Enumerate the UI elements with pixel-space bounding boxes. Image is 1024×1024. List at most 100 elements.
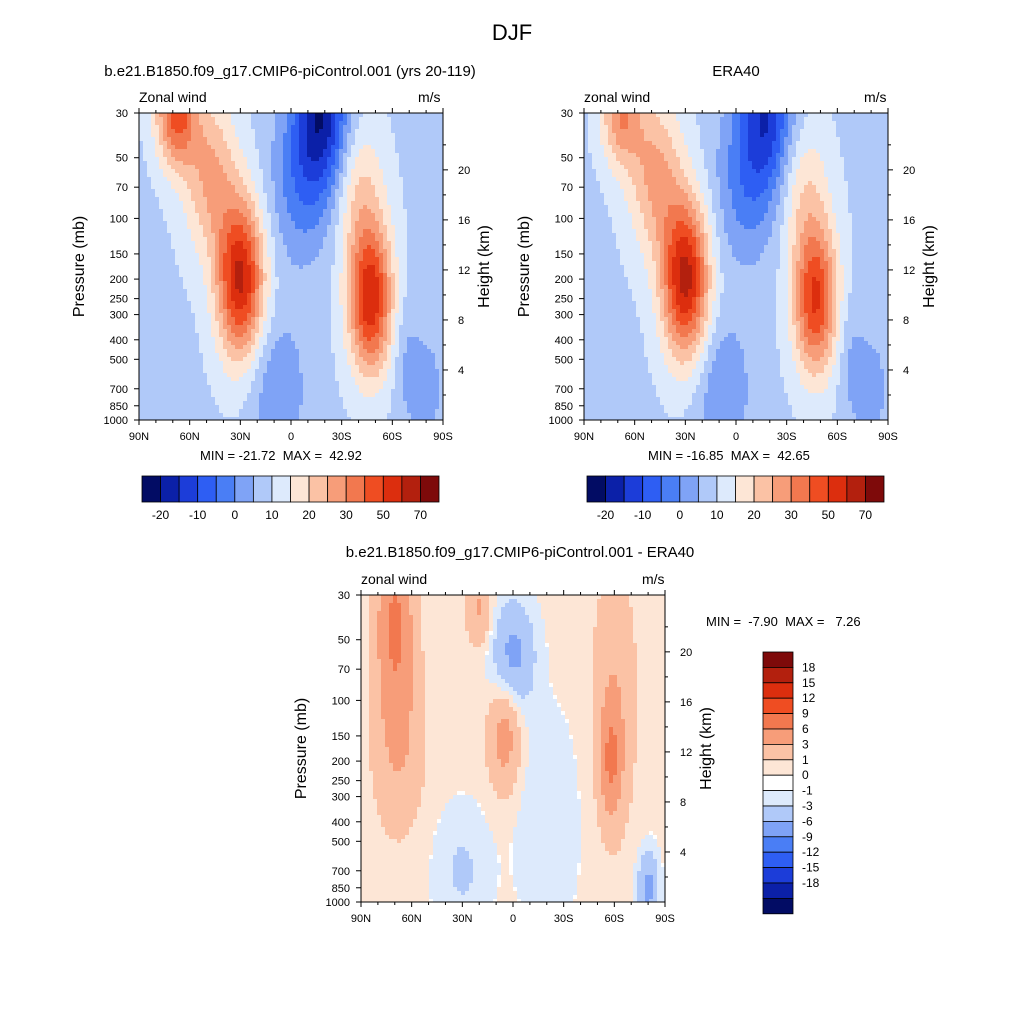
obs-y-tick-label: 300 [555,310,573,322]
model-colorbar-box [327,475,347,503]
model-colorbar-label: 30 [340,508,354,522]
model-colorbar-box [271,475,291,503]
model-x-tick-label: 60S [383,431,403,443]
model-y-tick-label: 500 [110,354,128,366]
obs-y-tick-label: 850 [555,401,573,413]
obs-y-tick-label: 400 [555,335,573,347]
diff-y-tick-label: 30 [338,590,350,602]
diff-y-tick-label: 100 [332,695,350,707]
obs-colorbar-label: -20 [597,508,615,522]
obs-y-axis-label: Pressure (mb) [516,216,533,317]
model-y-tick-label: 50 [116,153,128,165]
model-y-tick-label: 300 [110,310,128,322]
model-stats: MIN = -21.72 MAX = 42.92 [200,448,362,463]
model-colorbar-box [345,475,366,503]
diff-colorbar-label: 3 [802,737,809,751]
diff-x-tick-label: 30N [452,913,472,925]
obs-x-tick-label: 60N [625,431,645,443]
diff-colorbar-box [762,805,794,822]
obs-colorbar-box [753,475,774,503]
diff-stats: MIN = -7.90 MAX = 7.26 [706,614,861,629]
diff-height-axis-label: Height (km) [698,707,715,790]
model-height-tick-label: 12 [458,265,470,277]
diff-colorbar-label: -15 [802,861,820,875]
diff-colorbar-label: -3 [802,799,813,813]
model-x-tick-label: 60N [180,431,200,443]
obs-y-tick-label: 700 [555,384,573,396]
diff-colorbar-box [762,836,794,853]
diff-height-tick-label: 20 [680,647,692,659]
diff-colorbar-box [762,851,794,869]
obs-y-tick-label: 500 [555,354,573,366]
model-height-tick-label: 16 [458,215,470,227]
obs-y-tick-label: 1000 [549,415,573,427]
model-y-tick-label: 200 [110,274,128,286]
obs-x-tick-label: 0 [733,431,739,443]
diff-y-tick-label: 250 [332,776,350,788]
model-panel-title: b.e21.B1850.f09_g17.CMIP6-piControl.001 … [104,63,476,80]
diff-height-tick-label: 12 [680,747,692,759]
diff-y-tick-label: 500 [332,836,350,848]
obs-colorbar-box [865,475,885,503]
model-colorbar-box [215,475,236,503]
model-colorbar-label: -20 [152,508,170,522]
model-y-tick-label: 100 [110,213,128,225]
obs-height-axis-label: Height (km) [921,225,938,308]
obs-colorbar-box [586,475,606,503]
obs-x-tick-label: 90N [574,431,594,443]
diff-y-axis-label: Pressure (mb) [293,698,310,799]
diff-colorbar-box [762,744,794,761]
diff-colorbar-box [762,651,794,668]
diff-height-tick-label: 8 [680,797,686,809]
obs-colorbar-label: 70 [859,508,873,522]
diff-axes: 90N 60N 30N 0 30S 60S 90S 30 50 70 100 150 200 250 300… [293,590,715,925]
obs-height-tick-label: 8 [903,315,909,327]
diff-colorbar-box [762,867,794,884]
obs-x-tick-label: 30N [675,431,695,443]
obs-colorbar-label: 50 [822,508,836,522]
obs-colorbar-box [809,475,829,503]
diff-field [361,595,665,903]
model-y-axis-label: Pressure (mb) [71,216,88,317]
obs-colorbar-box [660,475,681,503]
obs-right-label: m/s [864,89,887,105]
diff-y-tick-label: 50 [338,635,350,647]
diff-height-tick-label: 16 [680,697,692,709]
obs-colorbar-box [846,475,866,503]
diff-x-tick-label: 60S [605,913,625,925]
diff-colorbar-box [762,821,794,838]
diff-colorbar-box [762,898,794,915]
diff-x-tick-label: 30S [554,913,574,925]
obs-colorbar-label: 20 [747,508,761,522]
diff-left-label: zonal wind [361,571,428,587]
diff-colorbar-box [762,728,794,745]
diff-y-tick-label: 300 [332,792,350,804]
model-colorbar-box [252,475,273,503]
model-height-axis-label: Height (km) [476,225,493,308]
diff-colorbar-label: 18 [802,660,816,674]
diff-colorbar-box [762,882,794,899]
page-title: DJF [491,20,533,45]
diff-y-tick-label: 150 [332,731,350,743]
obs-height-tick-label: 20 [903,165,915,177]
model-colorbar-label: 10 [265,508,279,522]
diff-colorbar-box [762,682,794,699]
diff-x-tick-label: 60N [402,913,422,925]
diff-colorbar-box [762,713,794,730]
model-right-label: m/s [418,89,441,105]
diff-right-label: m/s [642,571,665,587]
diff-colorbar-label: 12 [802,691,816,705]
diff-colorbar-label: 1 [802,753,809,767]
model-x-tick-label: 30N [230,431,250,443]
model-height-tick-label: 4 [458,365,464,377]
model-colorbar-box [160,475,180,503]
model-axes: 90N 60N 30N 0 30S 60S 90S 30 50 70 100 150 200 250 300… [71,108,493,443]
obs-colorbar-box [735,475,755,503]
diff-colorbar-box [762,774,794,792]
obs-panel-title: ERA40 [712,63,760,80]
model-colorbar-box [290,475,310,503]
diff-y-tick-label: 400 [332,817,350,829]
diff-height-tick-label: 4 [680,847,686,859]
model-colorbar-box [382,475,403,503]
obs-colorbar-box [827,475,848,503]
